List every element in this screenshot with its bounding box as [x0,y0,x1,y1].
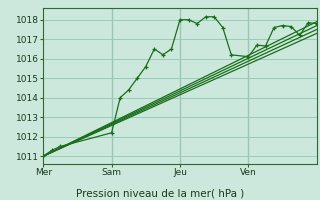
Text: Pression niveau de la mer( hPa ): Pression niveau de la mer( hPa ) [76,188,244,198]
